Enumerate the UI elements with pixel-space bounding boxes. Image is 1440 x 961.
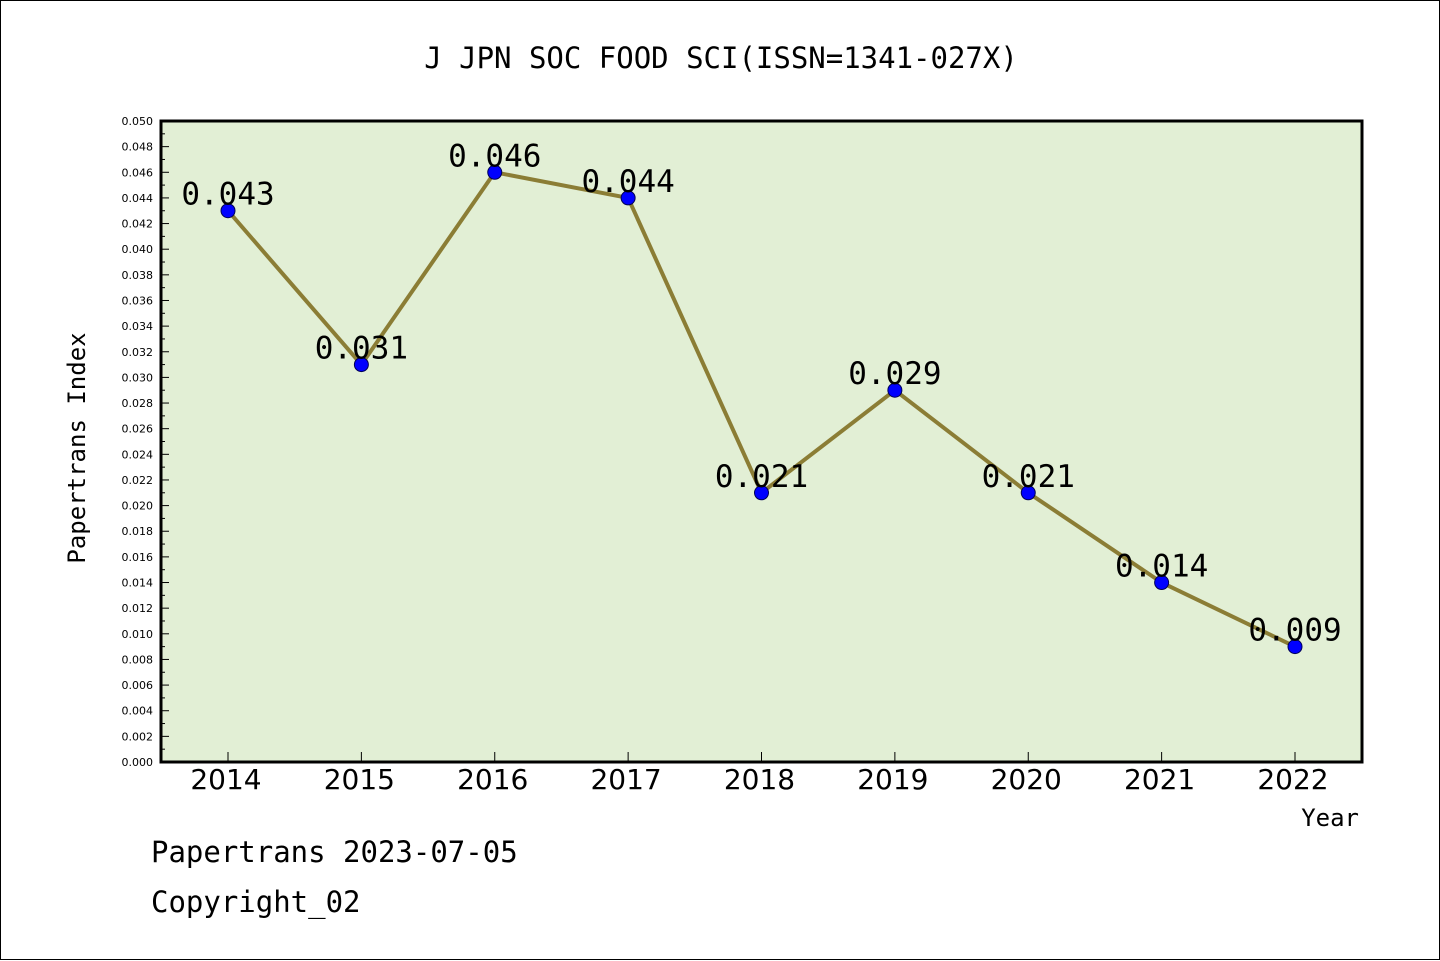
y-axis-label: Papertrans Index <box>63 332 91 563</box>
footer-copyright: Copyright_02 <box>151 885 361 919</box>
y-tick-label: 0.028 <box>122 397 154 410</box>
y-tick-label: 0.024 <box>122 448 154 461</box>
y-tick-label: 0.048 <box>122 141 154 154</box>
data-label: 0.014 <box>1115 549 1208 585</box>
series-group: 0.043 0.031 0.046 0.044 0.021 0.029 0.021 0.014… <box>181 138 1342 655</box>
data-label: 0.021 <box>715 459 808 495</box>
data-point <box>353 357 369 373</box>
data-point <box>220 203 236 219</box>
x-tick-label: 2018 <box>724 763 795 796</box>
data-point <box>754 485 769 501</box>
y-tick-label: 0.014 <box>122 577 154 590</box>
data-point <box>487 164 503 180</box>
data-point <box>887 382 903 398</box>
x-tick-label: 2014 <box>190 763 261 796</box>
data-label: 0.021 <box>982 459 1075 495</box>
data-label: 0.029 <box>848 356 941 392</box>
y-axis: 0.000 0.002 0.004 0.006 0.008 0.010 0.012 0.014… <box>122 115 169 769</box>
data-label: 0.031 <box>315 331 408 367</box>
data-label: 0.009 <box>1248 613 1341 649</box>
data-label: 0.043 <box>181 177 274 213</box>
y-tick-label: 0.018 <box>122 525 154 538</box>
y-tick-label: 0.034 <box>122 320 154 333</box>
y-tick-label: 0.002 <box>122 730 154 743</box>
data-label: 0.046 <box>448 138 541 174</box>
x-tick-label: 2016 <box>457 763 528 796</box>
y-tick-label: 0.030 <box>122 371 154 384</box>
x-tick-label: 2019 <box>857 763 928 796</box>
x-tick-label: 2022 <box>1257 763 1328 796</box>
y-tick-label: 0.046 <box>122 166 154 179</box>
chart-title: J JPN SOC FOOD SCI(ISSN=1341-027X) <box>424 41 1018 75</box>
y-tick-label: 0.012 <box>122 602 154 615</box>
data-point <box>620 190 636 206</box>
y-tick-label: 0.016 <box>122 551 154 564</box>
y-tick-label: 0.036 <box>122 294 154 307</box>
y-tick-label: 0.006 <box>122 679 154 692</box>
x-axis: 2014 2015 2016 2017 2018 2019 2020 2021 2022 <box>190 752 1329 796</box>
data-point <box>1020 485 1036 501</box>
y-tick-label: 0.022 <box>122 474 154 487</box>
footer-date: Papertrans 2023-07-05 <box>151 835 518 869</box>
plot-area <box>159 119 1364 764</box>
y-tick-label: 0.050 <box>122 115 154 128</box>
y-tick-label: 0.038 <box>122 269 154 282</box>
y-tick-label: 0.044 <box>122 192 154 205</box>
y-tick-label: 0.032 <box>122 346 154 359</box>
y-tick-label: 0.008 <box>122 653 154 666</box>
y-tick-label: 0.026 <box>122 423 154 436</box>
x-tick-label: 2017 <box>590 763 661 796</box>
y-tick-label: 0.004 <box>122 705 154 718</box>
x-tick-label: 2021 <box>1124 763 1195 796</box>
x-tick-label: 2015 <box>324 763 395 796</box>
data-point <box>1287 639 1303 655</box>
y-tick-label: 0.040 <box>122 243 154 256</box>
y-tick-label: 0.020 <box>122 500 154 513</box>
data-label: 0.044 <box>581 164 674 200</box>
y-tick-label: 0.000 <box>122 756 154 769</box>
x-axis-label: Year <box>1301 804 1359 832</box>
data-point <box>1154 575 1170 591</box>
y-tick-label: 0.042 <box>122 218 154 231</box>
x-tick-label: 2020 <box>991 763 1062 796</box>
y-tick-label: 0.010 <box>122 628 154 641</box>
